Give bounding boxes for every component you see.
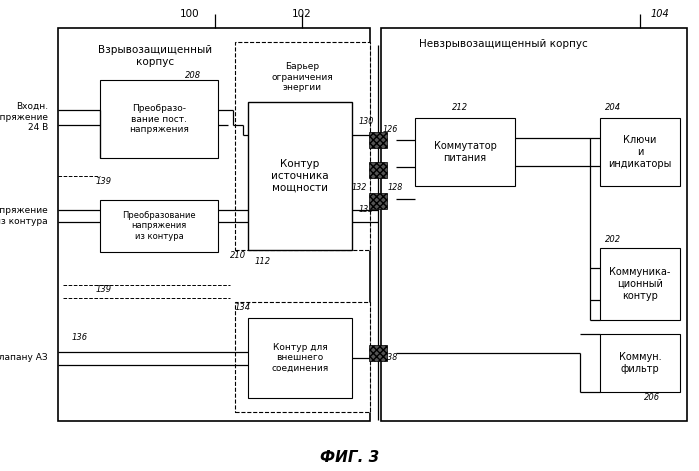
Text: К клапану АЗ: К клапану АЗ bbox=[0, 354, 48, 363]
Text: 206: 206 bbox=[644, 392, 660, 401]
Text: 100: 100 bbox=[180, 9, 200, 19]
Text: 134: 134 bbox=[235, 303, 251, 312]
Text: 136: 136 bbox=[72, 333, 88, 342]
Bar bbox=[369, 132, 387, 148]
Text: Контур для
внешнего
соединения: Контур для внешнего соединения bbox=[271, 343, 329, 373]
Text: Коммутатор
питания: Коммутатор питания bbox=[433, 141, 496, 163]
Text: Барьер
ограничения
энергии: Барьер ограничения энергии bbox=[272, 62, 333, 92]
Text: Преобразование
напряжения
из контура: Преобразование напряжения из контура bbox=[122, 211, 196, 241]
Text: 133: 133 bbox=[359, 205, 374, 214]
Text: Напряжение
из контура: Напряжение из контура bbox=[0, 206, 48, 226]
Text: Входн.
напряжение
24 В: Входн. напряжение 24 В bbox=[0, 102, 48, 132]
Text: 104: 104 bbox=[651, 9, 670, 19]
Text: Невзрывозащищенный корпус: Невзрывозащищенный корпус bbox=[419, 39, 587, 49]
Bar bbox=[600, 334, 680, 392]
Text: 138: 138 bbox=[383, 354, 398, 363]
Text: Ключи
и
индикаторы: Ключи и индикаторы bbox=[608, 135, 672, 169]
Bar bbox=[381, 28, 687, 421]
Bar bbox=[369, 345, 387, 361]
Bar bbox=[235, 42, 370, 250]
Text: 139: 139 bbox=[96, 285, 112, 294]
Text: 202: 202 bbox=[605, 236, 621, 244]
Bar bbox=[248, 102, 352, 250]
Bar bbox=[600, 118, 680, 186]
Text: 208: 208 bbox=[185, 71, 201, 80]
Text: 126: 126 bbox=[383, 125, 398, 135]
Bar bbox=[100, 200, 218, 252]
Text: 130: 130 bbox=[359, 117, 374, 127]
Text: ФИГ. 3: ФИГ. 3 bbox=[320, 450, 379, 465]
Text: Взрывозащищенный
корпус: Взрывозащищенный корпус bbox=[98, 45, 212, 67]
Bar bbox=[369, 162, 387, 178]
Text: 204: 204 bbox=[605, 104, 621, 113]
Text: Контур
источника
мощности: Контур источника мощности bbox=[271, 159, 329, 193]
Text: 212: 212 bbox=[452, 104, 468, 113]
Text: 139: 139 bbox=[96, 178, 112, 187]
Bar bbox=[369, 193, 387, 209]
Bar bbox=[600, 248, 680, 320]
Bar bbox=[248, 318, 352, 398]
Bar bbox=[100, 80, 218, 158]
Text: 128: 128 bbox=[388, 184, 403, 193]
Bar bbox=[415, 118, 515, 186]
Bar bbox=[58, 28, 370, 421]
Text: Преобразо-
вание пост.
напряжения: Преобразо- вание пост. напряжения bbox=[129, 104, 189, 134]
Text: 102: 102 bbox=[292, 9, 312, 19]
Text: Коммун.
фильтр: Коммун. фильтр bbox=[619, 352, 661, 374]
Text: 112: 112 bbox=[255, 258, 271, 267]
Text: Коммуника-
ционный
контур: Коммуника- ционный контур bbox=[610, 268, 670, 300]
Text: 132: 132 bbox=[352, 184, 367, 193]
Bar bbox=[235, 302, 370, 412]
Text: 210: 210 bbox=[230, 251, 246, 260]
